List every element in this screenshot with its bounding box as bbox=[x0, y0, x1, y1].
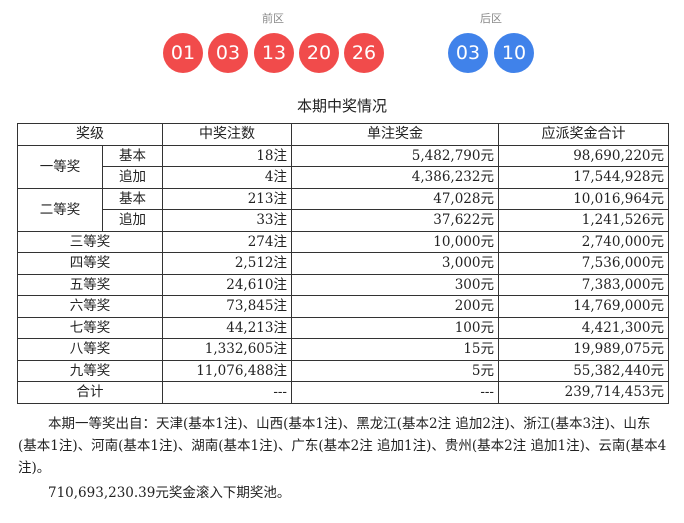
sub-level-cell: 基本 bbox=[102, 144, 163, 167]
table-row: 九等奖 11,076,488注 5元 55,382,440元 bbox=[17, 359, 669, 382]
prize-cell: 10,000元 bbox=[291, 230, 499, 253]
level-cell: 五等奖 bbox=[17, 273, 163, 296]
prize-cell: --- bbox=[291, 381, 499, 404]
table-row: 追加 4注 4,386,232元 17,544,928元 bbox=[18, 166, 669, 189]
total-cell: 239,714,453元 bbox=[498, 381, 669, 404]
prize-cell: 37,622元 bbox=[291, 209, 499, 232]
level-cell: 八等奖 bbox=[17, 338, 163, 361]
count-cell: 2,512注 bbox=[162, 252, 292, 275]
table-row: 六等奖 73,845注 200元 14,769,000元 bbox=[17, 295, 669, 318]
total-cell: 17,544,928元 bbox=[498, 166, 669, 189]
front-ball: 03 bbox=[208, 33, 248, 73]
prize-cell: 5,482,790元 bbox=[291, 144, 499, 167]
front-ball: 13 bbox=[254, 33, 294, 73]
front-zone-label: 前区 bbox=[262, 12, 284, 25]
front-ball: 01 bbox=[163, 33, 203, 73]
winners-note: 本期一等奖出自：天津(基本1注)、山西(基本1注)、黑龙江(基本2注 追加2注)… bbox=[18, 416, 667, 476]
front-ball: 26 bbox=[344, 33, 384, 73]
count-cell: 44,213注 bbox=[162, 316, 292, 339]
count-cell: 73,845注 bbox=[162, 295, 292, 318]
level-cell: 四等奖 bbox=[17, 252, 163, 275]
rollover-note: 710,693,230.39元奖金滚入下期奖池。 bbox=[48, 485, 291, 501]
header-level: 奖级 bbox=[17, 123, 163, 146]
level-cell: 合计 bbox=[17, 381, 163, 404]
count-cell: 18注 bbox=[162, 144, 292, 167]
back-zone-label: 后区 bbox=[480, 12, 502, 25]
prize-cell: 200元 bbox=[291, 295, 499, 318]
count-cell: 11,076,488注 bbox=[162, 359, 292, 382]
level-cell: 一等奖 bbox=[17, 144, 103, 189]
front-ball: 20 bbox=[299, 33, 339, 73]
prize-cell: 100元 bbox=[291, 316, 499, 339]
count-cell: 213注 bbox=[162, 187, 292, 210]
prize-cell: 300元 bbox=[291, 273, 499, 296]
total-cell: 55,382,440元 bbox=[498, 359, 669, 382]
total-cell: 10,016,964元 bbox=[498, 187, 669, 210]
prize-cell: 5元 bbox=[291, 359, 499, 382]
total-cell: 1,241,526元 bbox=[498, 209, 669, 232]
total-cell: 4,421,300元 bbox=[498, 316, 669, 339]
header-count: 中奖注数 bbox=[162, 123, 292, 146]
table-row: 四等奖 2,512注 3,000元 7,536,000元 bbox=[17, 252, 669, 275]
total-cell: 19,989,075元 bbox=[498, 338, 669, 361]
sub-level-cell: 基本 bbox=[102, 187, 163, 210]
table-row: 五等奖 24,610注 300元 7,383,000元 bbox=[17, 273, 669, 296]
sub-level-cell: 追加 bbox=[102, 209, 163, 232]
total-cell: 14,769,000元 bbox=[498, 295, 669, 318]
prize-cell: 47,028元 bbox=[291, 187, 499, 210]
level-cell: 二等奖 bbox=[17, 187, 103, 232]
count-cell: 24,610注 bbox=[162, 273, 292, 296]
table-row: 七等奖 44,213注 100元 4,421,300元 bbox=[17, 316, 669, 339]
prize-cell: 15元 bbox=[291, 338, 499, 361]
prize-table: 奖级 中奖注数 单注奖金 应派奖金合计 一等奖 基本 18注 5,482,790… bbox=[17, 123, 669, 404]
level-cell: 六等奖 bbox=[17, 295, 163, 318]
back-ball: 10 bbox=[494, 33, 534, 73]
level-cell: 七等奖 bbox=[17, 316, 163, 339]
count-cell: 274注 bbox=[162, 230, 292, 253]
count-cell: 1,332,605注 bbox=[162, 338, 292, 361]
total-cell: 7,383,000元 bbox=[498, 273, 669, 296]
table-row: 一等奖 基本 18注 5,482,790元 98,690,220元 bbox=[17, 144, 669, 189]
count-cell: --- bbox=[162, 381, 292, 404]
table-header-row: 奖级 中奖注数 单注奖金 应派奖金合计 bbox=[17, 123, 669, 146]
table-total-row: 合计 --- --- 239,714,453元 bbox=[17, 381, 669, 404]
header-prize: 单注奖金 bbox=[291, 123, 499, 146]
total-cell: 98,690,220元 bbox=[498, 144, 669, 167]
back-ball: 03 bbox=[448, 33, 488, 73]
sub-level-cell: 追加 bbox=[102, 166, 163, 189]
total-cell: 7,536,000元 bbox=[498, 252, 669, 275]
table-row: 八等奖 1,332,605注 15元 19,989,075元 bbox=[17, 338, 669, 361]
prize-cell: 4,386,232元 bbox=[291, 166, 499, 189]
prize-cell: 3,000元 bbox=[291, 252, 499, 275]
table-row: 追加 33注 37,622元 1,241,526元 bbox=[18, 209, 669, 232]
table-title: 本期中奖情况 bbox=[296, 97, 387, 115]
total-cell: 2,740,000元 bbox=[498, 230, 669, 253]
level-cell: 九等奖 bbox=[17, 359, 163, 382]
level-cell: 三等奖 bbox=[17, 230, 163, 253]
count-cell: 33注 bbox=[162, 209, 292, 232]
count-cell: 4注 bbox=[162, 166, 292, 189]
table-row: 二等奖 基本 213注 47,028元 10,016,964元 bbox=[17, 187, 669, 232]
table-row: 三等奖 274注 10,000元 2,740,000元 bbox=[17, 230, 669, 253]
header-total: 应派奖金合计 bbox=[498, 123, 669, 146]
